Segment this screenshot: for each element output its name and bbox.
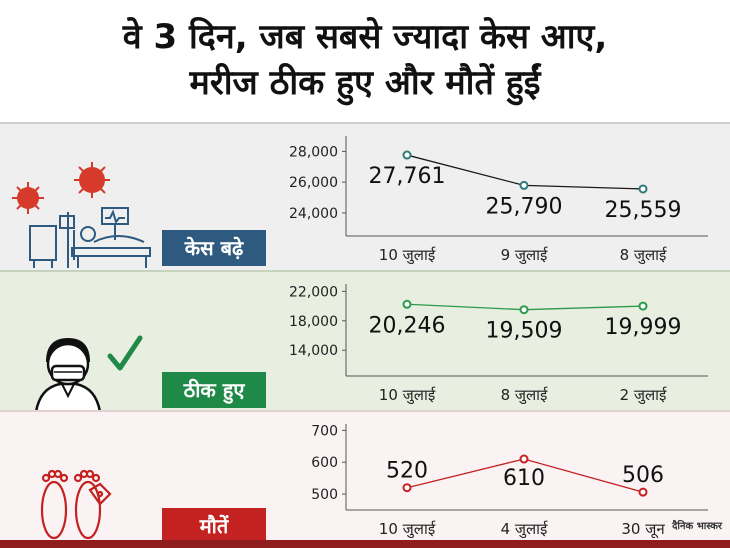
label-recovered: ठीक हुए <box>162 372 266 408</box>
panel-deaths: मौतें <box>0 410 730 548</box>
infographic-header: वे 3 दिन, जब सबसे ज्यादा केस आए, मरीज ठी… <box>0 0 730 122</box>
brand-watermark: दैनिक भास्कर <box>672 521 722 532</box>
title-line-1: वे 3 दिन, जब सबसे ज्यादा केस आए, <box>122 17 608 57</box>
label-deaths: मौतें <box>162 508 266 544</box>
label-cases: केस बढ़े <box>162 230 266 266</box>
checkmark-icon <box>107 335 143 371</box>
hospital-bed-virus-icon <box>8 160 158 274</box>
bottom-bar <box>0 540 730 548</box>
masked-person-checkmark-icon <box>30 332 150 416</box>
title-line-2: मरीज ठीक हुए और मौतें हुईं <box>189 63 541 103</box>
feet-toe-tag-icon <box>34 464 114 548</box>
panel-cases: केस बढ़े <box>0 122 730 272</box>
panel-recovered: ठीक हुए <box>0 270 730 413</box>
